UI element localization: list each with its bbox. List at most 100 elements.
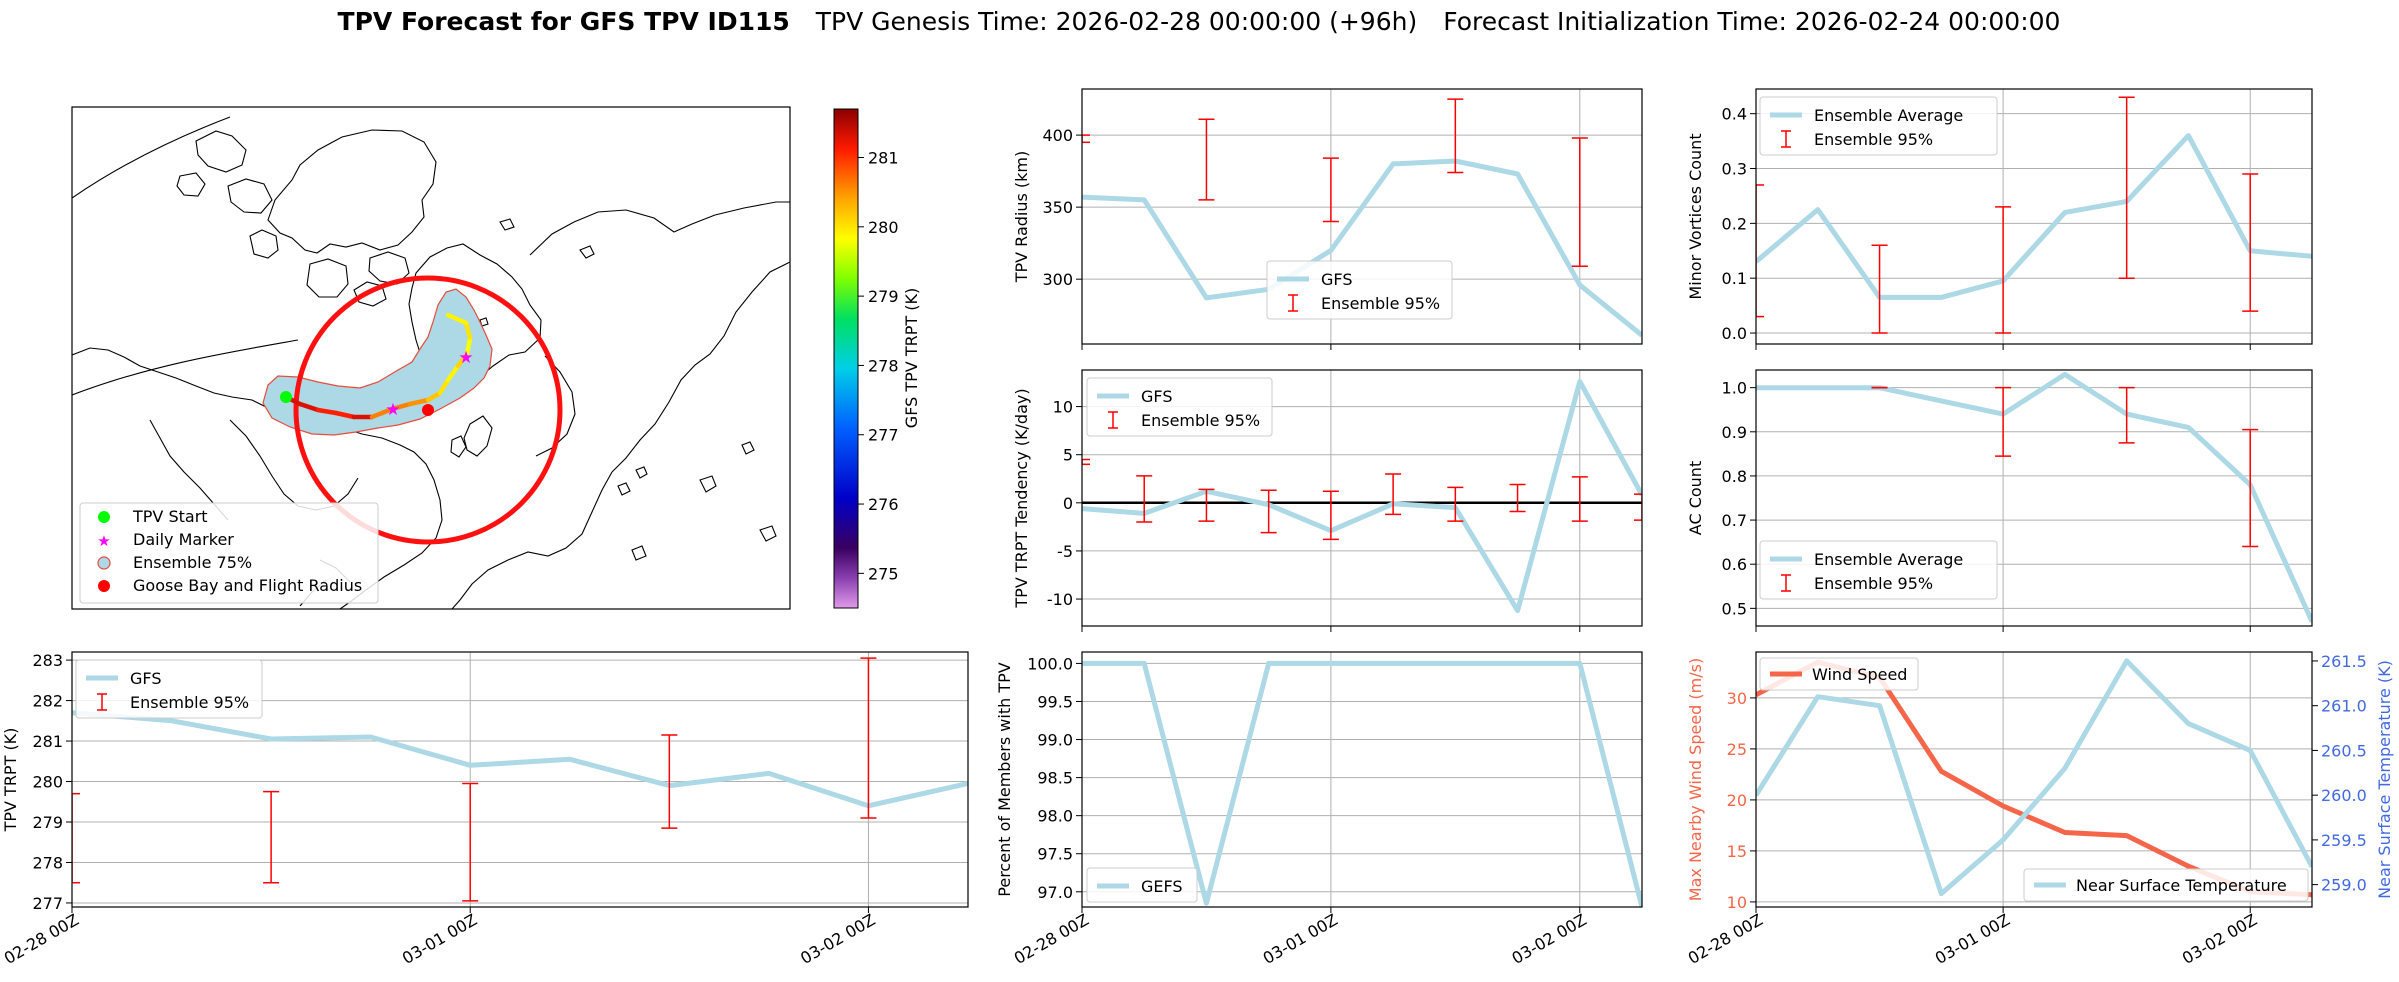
ytick-label-6: 283: [32, 651, 63, 670]
map-legend-box: [79, 502, 379, 604]
track-segment-7: [407, 397, 431, 407]
ytick-label-0: 0.5: [1722, 599, 1747, 618]
series-line-0: [1082, 660, 1642, 907]
errorbar-4: [2242, 173, 2259, 312]
legend-box: [1759, 96, 1998, 156]
axes-frame: [1755, 651, 2313, 908]
y2tick-label-0: 259.0: [2321, 876, 2367, 895]
chart-members: 97.0 97.5 98.0 98.5 99.0 99.5 100.0 02-28 00Z 03…: [995, 651, 1643, 968]
track-segment-9: [437, 377, 451, 396]
xtick-label-1: 03-01 00Z: [399, 910, 480, 968]
legend-label-wind: Wind Speed: [1812, 665, 1907, 684]
ytick-label-1: 15: [1727, 842, 1747, 861]
plot-area: [1082, 660, 1642, 907]
ytick-label-6: 100.0: [1027, 654, 1073, 673]
errorbar-4: [1571, 137, 1588, 267]
ytick-label-4: 281: [32, 732, 63, 751]
colorbar-tick-label-2: 277: [868, 426, 899, 445]
ylabel: Minor Vortices Count: [1686, 133, 1705, 299]
flight-radius-circle: [293, 275, 563, 545]
ytick-label-5: 1.0: [1722, 379, 1747, 398]
legend-box: [1086, 377, 1273, 437]
errorbar-3: [2118, 96, 2135, 279]
ytick-label-4: 10: [1053, 398, 1073, 417]
legend-box: [1086, 867, 1198, 903]
series-line-0: [1082, 158, 1642, 338]
legend-ensemble-icon: [97, 556, 111, 570]
legend-box-2: [2023, 868, 2309, 902]
title-init: Forecast Initialization Time: 2026-02-24…: [1443, 7, 2060, 36]
legend-label-temp: Near Surface Temperature: [2076, 876, 2287, 895]
map-legend: TPV Start ★ Daily Marker Ensemble 75% Go…: [79, 502, 379, 604]
ytick-label-2: 400: [1042, 126, 1073, 145]
colorbar: 275 276 277 278 279 280 281 GFS TPV TRPT (K): [833, 108, 921, 609]
errorbar-9: [1634, 493, 1642, 521]
xtick-label-2: 03-02 00Z: [2179, 910, 2260, 968]
ytick-label-0: 97.0: [1037, 883, 1073, 902]
axes-frame: [1755, 369, 2313, 627]
errorbar-1: [1136, 475, 1153, 523]
chart-wind_temp: 10 15 20 25 30 02-28 00Z 03-01 00Z 03-02 00Z Max…: [1685, 651, 2394, 968]
xtick-label-1: 03-01 00Z: [1932, 910, 2013, 968]
y2tick-label-5: 261.5: [2321, 652, 2367, 671]
ytick-label-2: 98.0: [1037, 807, 1073, 826]
errorbar-2: [2118, 386, 2135, 444]
errorbar-0: [1082, 134, 1090, 144]
ytick-label-2: 0.7: [1722, 511, 1747, 530]
xtick-label-2: 03-02 00Z: [797, 910, 878, 968]
legend: Ensemble Average Ensemble 95%: [1759, 96, 1998, 156]
axes-frame: [1081, 369, 1643, 627]
ytick-label-2: 20: [1727, 791, 1747, 810]
errorbar-3: [1260, 489, 1277, 534]
legend: Ensemble Average Ensemble 95%: [1759, 540, 1998, 600]
errorbar-1: [263, 790, 280, 884]
axes-frame: [1081, 651, 1643, 908]
ytick-label-4: 0.9: [1722, 423, 1747, 442]
legend-start-label: TPV Start: [132, 507, 208, 526]
series-line-0: [1756, 371, 2312, 623]
legend-box: [75, 659, 263, 719]
legend-label-1: Ensemble 95%: [1141, 411, 1260, 430]
legend: GFS Ensemble 95%: [1266, 260, 1453, 320]
errorbar-0: [1756, 184, 1764, 318]
errorbar-0: [1082, 458, 1090, 466]
ytick-label-0: -10: [1047, 590, 1073, 609]
ytick-label-0: 0.0: [1722, 324, 1747, 343]
plot-area: [72, 657, 968, 902]
ytick-label-3: 0.8: [1722, 467, 1747, 486]
ytick-label-2: 0: [1063, 494, 1073, 513]
legend: Wind Speed: [1759, 657, 1919, 691]
chart-radius: 300 350 400 TPV Radius (km) GFS Ensemble 95%: [1012, 88, 1643, 350]
tpv-start-marker: [280, 391, 292, 403]
legend-box: [1759, 540, 1998, 600]
errorbar-7: [1509, 483, 1526, 513]
ytick-label-1: 278: [32, 853, 63, 872]
errorbar-2: [1322, 157, 1339, 223]
legend-label-1: Ensemble 95%: [1814, 574, 1933, 593]
track-segment-14: [445, 312, 469, 326]
plot-area: [1082, 379, 1642, 614]
track-segment-12: [464, 335, 473, 357]
ytick-label-1: 0.6: [1722, 555, 1747, 574]
ytick-label-0: 277: [32, 894, 63, 913]
colorbar-tick-label-5: 280: [868, 218, 899, 237]
track-segment-8: [425, 390, 443, 403]
y2label: Near Surface Temperature (K): [2375, 660, 2394, 899]
series-line-0: [72, 710, 968, 809]
legend-box: [1266, 260, 1453, 320]
ytick-label-1: -5: [1057, 542, 1073, 561]
ytick-label-2: 0.2: [1722, 214, 1747, 233]
ytick-label-4: 0.4: [1722, 105, 1747, 124]
axes-frame: [71, 651, 969, 908]
series-line-0: [1756, 659, 2312, 898]
legend-label-0: Ensemble Average: [1814, 106, 1963, 125]
legend-start-icon: [98, 511, 110, 523]
legend-ensemble-label: Ensemble 75%: [133, 553, 252, 572]
errorbar-6: [1447, 486, 1464, 522]
legend: GFS Ensemble 95%: [1086, 377, 1273, 437]
xtick-label-2: 03-02 00Z: [1508, 910, 1589, 968]
ytick-label-3: 280: [32, 773, 63, 792]
colorbar-label: GFS TPV TRPT (K): [902, 288, 921, 428]
colorbar-ticks: 275 276 277 278 279 280 281: [858, 149, 899, 583]
ytick-label-0: 10: [1727, 893, 1747, 912]
